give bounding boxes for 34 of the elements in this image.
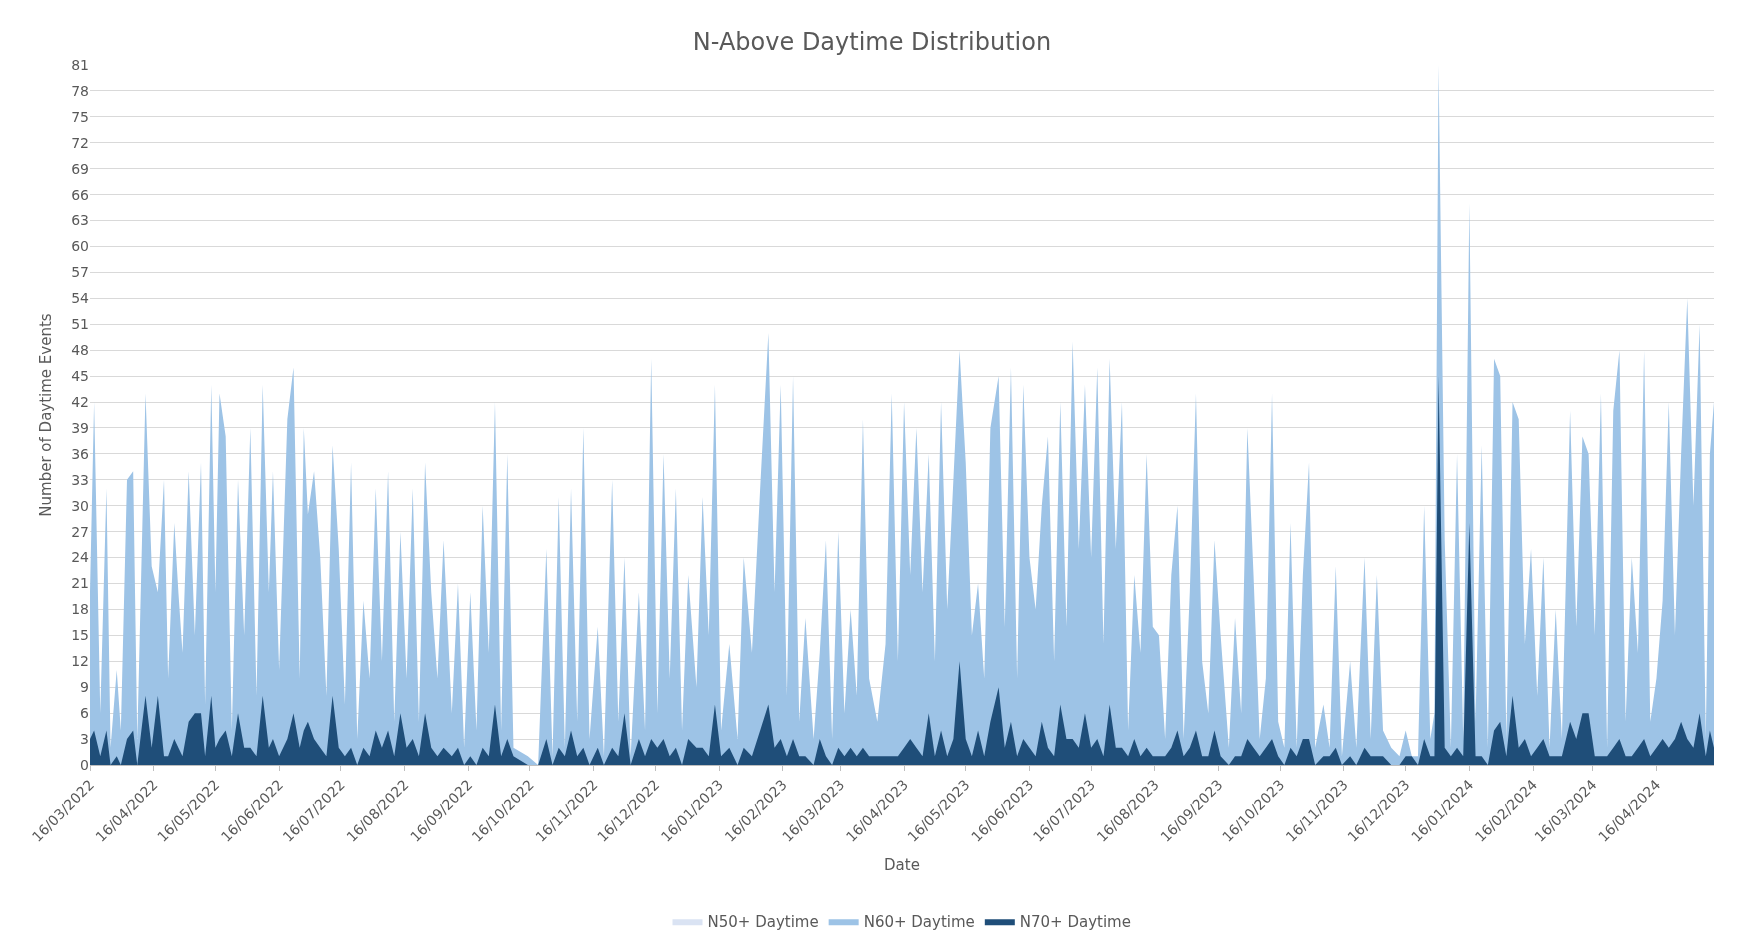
y-tick-label: 30 — [71, 497, 89, 514]
y-tick-label: 27 — [71, 523, 89, 540]
y-tick-label: 69 — [71, 160, 89, 177]
y-tick-label: 36 — [71, 445, 90, 462]
y-tick-label: 39 — [71, 419, 89, 436]
y-tick-label: 6 — [80, 705, 90, 722]
y-tick-label: 54 — [71, 290, 90, 307]
y-tick-label: 48 — [71, 342, 89, 359]
y-tick-label: 21 — [71, 575, 89, 592]
y-tick-label: 51 — [71, 316, 89, 333]
y-tick-label: 0 — [80, 756, 89, 773]
y-tick-label: 12 — [71, 653, 89, 670]
y-tick-label: 15 — [71, 627, 89, 644]
legend-label: N70+ Daytime — [1019, 913, 1131, 932]
legend-label: N50+ Daytime — [707, 913, 819, 932]
legend-label: N60+ Daytime — [863, 913, 975, 932]
x-axis-title: Date — [884, 855, 920, 874]
y-tick-label: 42 — [71, 393, 89, 410]
y-tick-label: 33 — [71, 471, 89, 488]
y-tick-label: 57 — [71, 264, 89, 281]
y-tick-label: 75 — [71, 108, 89, 125]
y-tick-label: 3 — [80, 730, 89, 747]
y-tick-label: 66 — [71, 186, 90, 203]
y-tick-label: 24 — [71, 549, 90, 566]
y-tick-label: 81 — [71, 56, 89, 73]
y-axis-title: Number of Daytime Events — [37, 313, 56, 517]
y-tick-label: 18 — [71, 601, 89, 618]
y-tick-label: 78 — [71, 82, 89, 99]
y-tick-label: 63 — [71, 212, 89, 229]
chart-title: N-Above Daytime Distribution — [692, 28, 1052, 57]
y-tick-label: 60 — [71, 238, 89, 255]
y-tick-label: 9 — [80, 679, 89, 696]
y-tick-label: 45 — [71, 368, 89, 385]
y-tick-label: 72 — [71, 134, 89, 151]
